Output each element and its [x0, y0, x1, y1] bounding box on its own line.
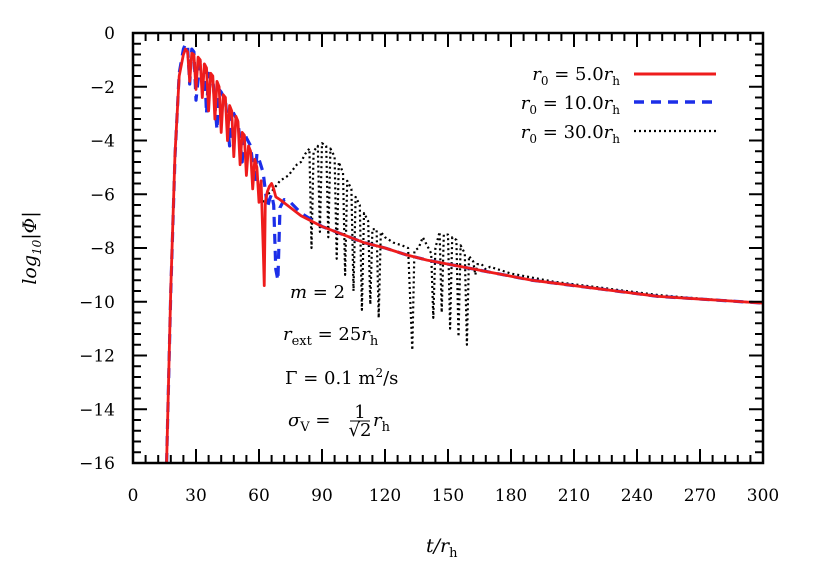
x-tick-label: 180	[495, 486, 527, 506]
legend-entry-r0-30: r0 = 30.0rh	[521, 122, 716, 146]
annotation-sigma: σV = 1 √2 rh	[288, 402, 391, 441]
y-tick-label: −4	[90, 132, 115, 152]
x-tick-label: 120	[369, 486, 401, 506]
annotation-sigma-lhs: σV =	[288, 410, 331, 435]
annotation-m: m = 2	[290, 282, 345, 303]
y-axis-label: log10|Φ|	[19, 211, 44, 284]
series-line-2	[262, 142, 763, 352]
annotation-gamma: Γ = 0.1 m2/s	[285, 366, 398, 389]
y-tick-label: −10	[79, 293, 115, 313]
ticks-layer	[132, 32, 764, 464]
legend-label-r0-5: r0 = 5.0rh	[532, 64, 620, 88]
x-tick-label: 30	[185, 486, 207, 506]
annotation-r-ext: rext = 25rh	[283, 324, 379, 349]
y-tick-label: −2	[90, 78, 115, 98]
x-axis-label: t/rh	[426, 535, 458, 561]
legend-entry-r0-10: r0 = 10.0rh	[521, 93, 716, 117]
y-tick-label: −14	[79, 400, 115, 420]
y-tick-label: −8	[90, 239, 115, 259]
legend: r0 = 5.0rh r0 = 10.0rh r0 = 30.0rh	[521, 64, 716, 146]
x-tick-label: 60	[248, 486, 270, 506]
y-tick-label: 0	[104, 24, 115, 44]
annotation-sigma-num: 1	[354, 402, 365, 423]
series-line-1	[165, 42, 763, 463]
annotation-sigma-den: √2	[349, 420, 372, 441]
x-tick-label: 90	[311, 486, 333, 506]
legend-label-r0-30: r0 = 30.0rh	[521, 122, 620, 146]
legend-label-r0-10: r0 = 10.0rh	[521, 93, 620, 117]
annotations: m = 2 rext = 25rh Γ = 0.1 m2/s σV = 1 √2…	[283, 282, 398, 441]
x-tick-label: 210	[558, 486, 590, 506]
series-layer	[165, 42, 763, 463]
series-line-0	[165, 47, 763, 463]
plot-frame	[131, 31, 765, 465]
x-tick-label: 270	[684, 486, 716, 506]
x-tick-label: 0	[128, 486, 139, 506]
x-tick-label: 150	[432, 486, 464, 506]
y-tick-label: −12	[79, 347, 115, 367]
x-tick-labels: 0 30 60 90 120 150 180 210 240 270 300	[128, 486, 780, 506]
y-tick-labels: 0 −2 −4 −6 −8 −10 −12 −14 −16	[79, 24, 115, 474]
annotation-sigma-rhs: rh	[373, 410, 391, 435]
y-tick-label: −16	[79, 454, 115, 474]
y-tick-label: −6	[90, 185, 115, 205]
x-tick-label: 240	[621, 486, 653, 506]
legend-entry-r0-5: r0 = 5.0rh	[532, 64, 716, 88]
x-tick-label: 300	[747, 486, 779, 506]
